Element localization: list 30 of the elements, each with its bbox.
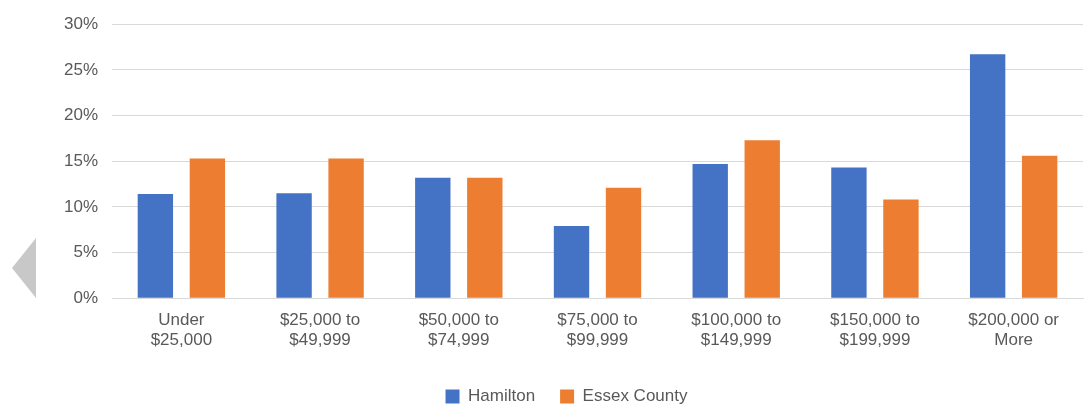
legend-label: Hamilton: [468, 386, 536, 406]
legend-label: Essex County: [582, 386, 688, 406]
bar: [1021, 155, 1058, 298]
bar: [328, 158, 364, 298]
y-tick-label: 20%: [63, 105, 99, 125]
y-tick-label: 30%: [63, 13, 99, 33]
x-tick-label: $75,000 to $99,999: [557, 310, 638, 350]
x-tick-label: $25,000 to $49,999: [279, 310, 361, 350]
y-tick-label: 5%: [73, 242, 99, 262]
bar: [137, 194, 174, 298]
x-tick-label: $50,000 to $74,999: [418, 310, 499, 350]
x-tick-label: Under $25,000: [150, 310, 213, 350]
bar: [467, 177, 503, 298]
y-tick-label: 15%: [63, 150, 99, 170]
bar: [605, 187, 642, 298]
y-tick-label: 0%: [73, 287, 99, 307]
bar: [692, 163, 728, 298]
y-tick-label: 10%: [63, 196, 99, 216]
y-tick-label: 25%: [63, 59, 99, 79]
bar: [415, 177, 451, 298]
bar: [276, 193, 312, 298]
bar: [883, 199, 919, 298]
bar: [969, 54, 1006, 298]
x-tick-label: $200,000 or More: [968, 310, 1060, 350]
bar: [553, 226, 590, 298]
x-tick-label: $150,000 to $199,999: [830, 310, 920, 350]
bar: [189, 158, 226, 298]
bar: [744, 140, 780, 298]
x-tick-label: $100,000 to $149,999: [691, 310, 782, 350]
bar: [831, 167, 867, 298]
